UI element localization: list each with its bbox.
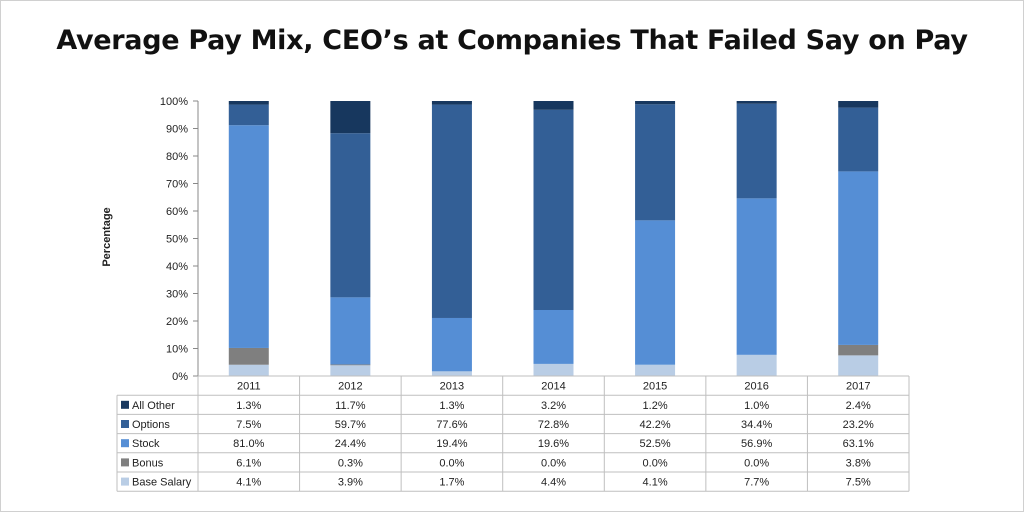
data-label: 0.0%	[541, 457, 566, 469]
data-label: 0.0%	[643, 457, 668, 469]
category-label: 2017	[846, 381, 870, 393]
data-label: 23.2%	[843, 419, 874, 431]
y-tick-label: 90%	[166, 124, 188, 136]
data-label: 11.7%	[335, 400, 366, 412]
bar-segment-base-salary	[431, 371, 472, 376]
data-label: 3.8%	[846, 457, 871, 469]
data-label: 3.2%	[541, 400, 566, 412]
y-tick-label: 100%	[160, 96, 188, 108]
bar-segment-base-salary	[228, 364, 269, 376]
y-tick-label: 20%	[166, 316, 188, 328]
legend-label: Stock	[132, 438, 160, 450]
y-tick-label: 0%	[172, 371, 188, 383]
data-label: 0.3%	[338, 457, 363, 469]
bar-segment-all-other	[736, 101, 777, 104]
category-label: 2012	[338, 381, 362, 393]
legend-swatch	[121, 400, 129, 409]
data-label: 24.4%	[335, 438, 366, 450]
bar-segment-all-other	[330, 101, 371, 134]
legend-label: Options	[132, 419, 170, 431]
data-label: 1.3%	[236, 400, 261, 412]
category-label: 2011	[237, 381, 261, 393]
data-label: 34.4%	[741, 419, 772, 431]
legend-swatch	[121, 477, 129, 486]
data-label: 4.1%	[643, 477, 668, 489]
category-label: 2016	[744, 381, 768, 393]
bar-segment-options	[635, 104, 676, 221]
legend-swatch	[121, 420, 129, 428]
bar-segment-options	[736, 103, 777, 199]
bar-segment-base-salary	[330, 365, 371, 376]
data-label: 1.2%	[643, 400, 668, 412]
bar-segment-all-other	[838, 101, 879, 108]
y-tick-label: 40%	[166, 261, 188, 273]
y-tick-label: 10%	[166, 344, 188, 356]
legend-label: All Other	[132, 400, 175, 412]
data-label: 81.0%	[233, 438, 264, 450]
chart-title: Average Pay Mix, CEO’s at Companies That…	[56, 25, 968, 56]
data-label: 4.1%	[236, 477, 261, 489]
bar-segment-bonus	[330, 364, 371, 366]
bar-segment-options	[838, 107, 879, 172]
data-label: 72.8%	[538, 419, 569, 431]
data-label: 7.5%	[846, 477, 871, 489]
y-tick-label: 30%	[166, 289, 188, 301]
data-label: 63.1%	[843, 438, 874, 450]
data-label: 1.7%	[439, 477, 464, 489]
bar-segment-stock	[330, 297, 371, 365]
bar-segment-all-other	[635, 101, 676, 105]
data-label: 0.0%	[744, 457, 769, 469]
bar-segment-options	[533, 109, 574, 310]
data-label: 1.3%	[439, 400, 464, 412]
y-tick-label: 50%	[166, 234, 188, 246]
bar-segment-stock	[533, 310, 574, 364]
data-label: 56.9%	[741, 438, 772, 450]
bar-segment-bonus	[228, 347, 269, 365]
bar-segment-stock	[635, 220, 676, 365]
category-label: 2013	[440, 381, 464, 393]
data-label: 6.1%	[236, 457, 261, 469]
bar-segment-all-other	[431, 101, 472, 105]
category-label: 2014	[541, 381, 565, 393]
bar-segment-stock	[838, 171, 879, 345]
data-label: 7.7%	[744, 477, 769, 489]
data-label: 3.9%	[338, 477, 363, 489]
y-tick-label: 60%	[166, 206, 188, 218]
legend-label: Bonus	[132, 457, 164, 469]
legend-swatch	[121, 458, 129, 467]
data-label: 4.4%	[541, 477, 566, 489]
bar-segment-options	[431, 104, 472, 318]
bar-segment-options	[330, 133, 371, 298]
data-label: 1.0%	[744, 400, 769, 412]
legend-label: Base Salary	[132, 477, 192, 489]
category-label: 2015	[643, 381, 667, 393]
data-label: 19.4%	[436, 438, 467, 450]
y-tick-label: 80%	[166, 151, 188, 163]
data-label: 0.0%	[439, 457, 464, 469]
data-label: 59.7%	[335, 419, 366, 431]
bar-segment-stock	[736, 198, 777, 355]
bar-segment-stock	[431, 317, 472, 372]
bar-segment-base-salary	[635, 364, 676, 376]
legend-swatch	[121, 439, 129, 448]
data-label: 42.2%	[639, 419, 670, 431]
data-label: 7.5%	[236, 419, 261, 431]
bar-segment-bonus	[838, 344, 879, 356]
bar-segment-base-salary	[533, 363, 574, 376]
bar-segment-base-salary	[736, 354, 777, 376]
bar-segment-stock	[228, 125, 269, 348]
bar-segment-base-salary	[838, 355, 879, 376]
data-label: 19.6%	[538, 438, 569, 450]
bar-segment-options	[228, 104, 269, 126]
y-tick-label: 70%	[166, 179, 188, 191]
data-label: 77.6%	[436, 419, 467, 431]
data-label: 2.4%	[846, 400, 871, 412]
data-label: 52.5%	[639, 438, 670, 450]
bar-segment-all-other	[228, 101, 269, 105]
bar-segment-all-other	[533, 101, 574, 110]
